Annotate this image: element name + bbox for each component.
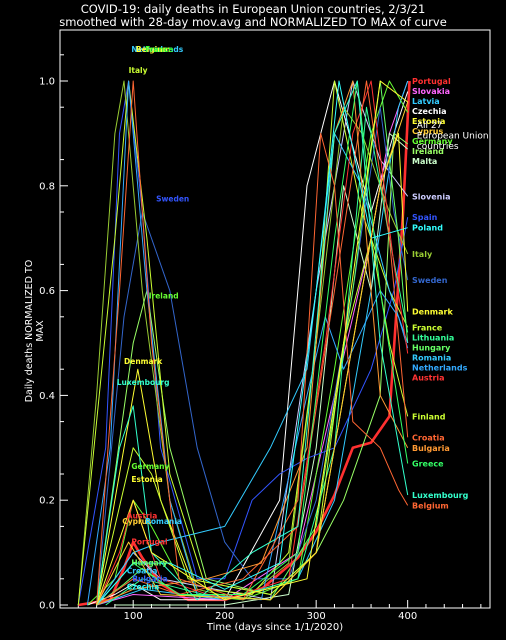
series-peak-label: Luxembourg: [117, 378, 170, 387]
series-line-poland: [96, 80, 408, 606]
series-peak-label: Bulgaria: [132, 574, 167, 583]
y-tick-label: 0.2: [39, 496, 55, 507]
series-labels: PortugalSlovakiaLatviaCzechiaEstoniaCypr…: [117, 45, 489, 591]
series-end-label: Croatia: [412, 433, 445, 442]
series-line-austria: [96, 80, 409, 606]
series-line-croatia: [96, 80, 409, 606]
series-end-label: France: [412, 323, 443, 332]
series-end-label: Belgium: [412, 501, 449, 510]
series-end-label: Italy: [412, 250, 433, 259]
y-tick-label: 1.0: [39, 77, 55, 88]
series-line-estonia: [96, 80, 409, 606]
series-line-hungary: [96, 80, 409, 606]
series-end-label: Luxembourg: [412, 491, 469, 500]
series-end-label: Germany: [412, 137, 453, 146]
series-peak-label: Czechia: [127, 582, 159, 591]
x-tick-label: 400: [398, 611, 417, 622]
series-end-label: Slovenia: [412, 192, 450, 201]
series-end-label: Czechia: [412, 107, 447, 116]
series-end-label: Portugal: [412, 77, 451, 86]
series-end-label: Slovakia: [412, 87, 450, 96]
series-line-czechia: [87, 80, 409, 606]
y-tick-label: 0.0: [39, 601, 55, 612]
series-peak-label: Belgium: [136, 45, 171, 54]
series-line-slovakia: [96, 80, 409, 606]
series-end-label: Denmark: [412, 308, 453, 317]
series-end-label: Latvia: [412, 97, 440, 106]
x-tick-label: 200: [215, 611, 234, 622]
series-end-label: Estonia: [412, 117, 445, 126]
series-line-belgium: [96, 80, 409, 606]
series-peak-label: Denmark: [124, 357, 163, 366]
x-axis-label: Time (days since 1/1/2020): [206, 622, 344, 633]
series-end-label: Hungary: [412, 343, 451, 352]
series-peak-label: Sweden: [156, 195, 189, 204]
series-line-cyprus: [96, 101, 409, 606]
annotation: European Union: [417, 132, 489, 142]
series-line-latvia: [96, 80, 409, 606]
series-end-label: Romania: [412, 353, 451, 362]
series-peak-label: France: [145, 45, 173, 54]
axes: 100 200 300 400 0.0 0.2 0.4 0.6 0.8 1.0: [39, 54, 482, 622]
x-tick-label: 300: [307, 611, 326, 622]
y-tick-label: 0.4: [39, 391, 55, 402]
series-line-greece: [96, 80, 409, 606]
series-end-label: Bulgaria: [412, 444, 450, 453]
series-peak-label: Croatia: [127, 567, 158, 576]
series-end-label: Austria: [412, 373, 445, 382]
series-end-label: Ireland: [412, 147, 444, 156]
series-peak-label: Cyprus: [122, 517, 152, 526]
y-tick-label: 0.6: [39, 286, 55, 297]
series-end-label: Poland: [412, 224, 443, 233]
series-line-slovenia: [96, 80, 409, 606]
series-peak-label: Netherlands: [131, 45, 183, 54]
series-end-label: Lithuania: [412, 333, 454, 342]
series-end-label: Greece: [412, 460, 444, 469]
annotation: All 27: [417, 121, 442, 131]
series-lines: [77, 80, 411, 607]
series-peak-label: Romania: [145, 517, 182, 526]
series-line-bulgaria: [96, 80, 409, 606]
y-tick-label: 0.8: [39, 181, 55, 192]
series-line-luxembourg: [96, 80, 409, 606]
series-end-label: Spain: [412, 213, 438, 222]
series-peak-label: Italy: [129, 66, 148, 75]
plot-frame: [59, 29, 491, 609]
series-end-label: Cyprus: [412, 127, 443, 136]
chart-title: COVID-19: daily deaths in European Union…: [80, 2, 426, 16]
series-peak-label: Estonia: [131, 475, 162, 484]
annotation: countries: [417, 142, 459, 152]
series-peak-label: Ireland: [149, 291, 179, 300]
x-tick-label: 100: [124, 611, 143, 622]
series-end-label: Finland: [412, 412, 446, 421]
series-peak-label: Portugal: [131, 538, 167, 547]
series-end-label: Sweden: [412, 276, 448, 285]
series-line-spain: [77, 80, 409, 606]
series-peak-label: Hungary: [131, 559, 167, 568]
series-line-lithuania: [105, 106, 409, 606]
chart-subtitle: smoothed with 28-day mov.avg and NORMALI…: [59, 15, 447, 29]
series-line-romania: [96, 132, 409, 606]
series-end-label: Malta: [412, 157, 437, 166]
series-end-label: Netherlands: [412, 363, 468, 372]
series-peak-label: Austria: [127, 512, 158, 521]
series-peak-label: Germany: [131, 462, 169, 471]
series-line-malta: [114, 132, 409, 606]
